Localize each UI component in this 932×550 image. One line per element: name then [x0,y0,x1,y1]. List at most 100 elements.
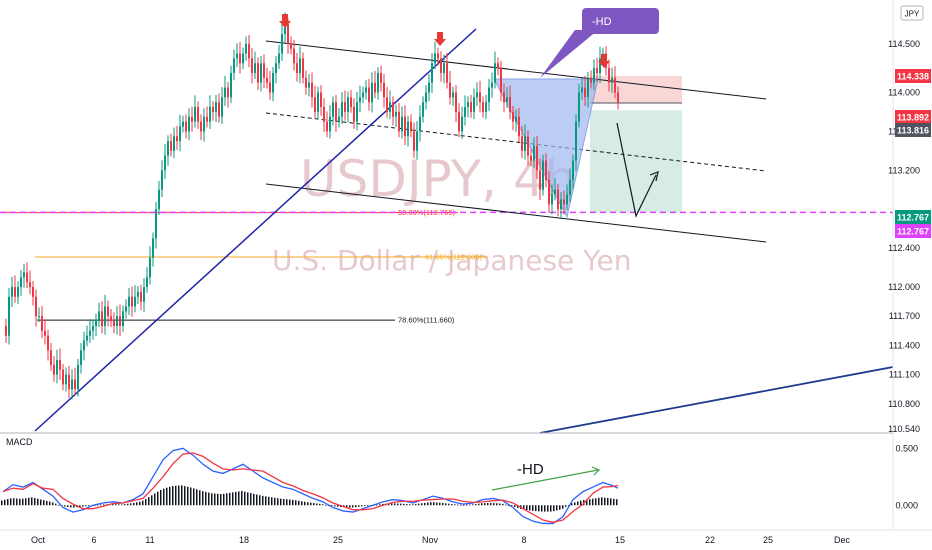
candle[interactable] [116,316,118,326]
candle[interactable] [389,102,391,112]
candle[interactable] [266,77,268,83]
candle[interactable] [470,102,472,112]
candle[interactable] [386,97,388,112]
candle[interactable] [71,379,73,390]
candle[interactable] [395,111,397,117]
candle[interactable] [245,43,247,54]
down-arrow-marker[interactable] [434,32,446,46]
candle[interactable] [524,136,526,151]
long-term-trendline[interactable] [539,366,894,434]
candle[interactable] [74,379,76,390]
candle[interactable] [476,92,478,98]
candle[interactable] [284,24,286,35]
candle[interactable] [494,63,496,83]
candle[interactable] [359,97,361,103]
candle[interactable] [272,72,274,93]
candle[interactable] [176,136,178,142]
price-tag[interactable] [895,110,931,124]
channel-lower-line[interactable] [265,183,767,243]
candle[interactable] [185,121,187,132]
down-arrow-marker[interactable] [598,54,610,68]
candle[interactable] [227,87,229,98]
candle[interactable] [29,282,31,288]
candle[interactable] [101,311,103,326]
macd-scale[interactable]: 0.500 0.000 [895,443,918,510]
candle[interactable] [32,287,34,297]
take-profit-zone[interactable] [590,110,682,213]
candle[interactable] [335,102,337,122]
candle[interactable] [179,126,181,142]
candle[interactable] [368,87,370,103]
candle[interactable] [275,63,277,73]
candle[interactable] [41,316,43,331]
candle[interactable] [191,116,193,122]
candle[interactable] [17,287,19,297]
candle[interactable] [428,82,430,93]
candle[interactable] [260,63,262,83]
candle[interactable] [221,97,223,117]
candle[interactable] [410,121,412,132]
candle[interactable] [86,335,88,341]
candle[interactable] [230,72,232,98]
down-arrow-marker[interactable] [279,14,291,28]
candle[interactable] [239,53,241,64]
candle[interactable] [458,111,460,132]
macd-line[interactable] [2,447,619,525]
candle[interactable] [500,68,502,93]
candle[interactable] [473,97,475,112]
candle[interactable] [23,272,25,278]
candle[interactable] [581,87,583,93]
candle[interactable] [572,160,574,181]
candle[interactable] [365,87,367,93]
candle[interactable] [11,287,13,297]
candle[interactable] [569,180,571,195]
candle[interactable] [35,296,37,317]
candle[interactable] [509,97,511,112]
candle[interactable] [530,155,532,161]
candle[interactable] [344,102,346,112]
candle[interactable] [98,311,100,322]
candle[interactable] [296,63,298,73]
candle[interactable] [107,306,109,317]
ascending-trendline[interactable] [34,28,477,432]
time-scale[interactable]: Oct 6 11 18 25 Nov 8 15 22 25 Dec [31,535,851,545]
candle[interactable] [182,121,184,127]
candle[interactable] [131,296,133,307]
candle[interactable] [392,102,394,117]
candle[interactable] [512,111,514,122]
price-tag[interactable] [895,210,931,224]
candle[interactable] [599,58,601,73]
candle[interactable] [56,360,58,375]
candle[interactable] [278,53,280,64]
candle[interactable] [575,121,577,161]
candle[interactable] [59,360,61,370]
price-pane[interactable]: 50.00%(112.765) 61.80%(112.309) 78.60%(111… [0,8,894,434]
candle[interactable] [320,92,322,108]
candle[interactable] [383,82,385,98]
candle[interactable] [401,116,403,132]
candle[interactable] [155,209,157,239]
candle[interactable] [92,325,94,331]
candle[interactable] [323,107,325,122]
projection-arrow-head[interactable] [649,171,659,182]
candle[interactable] [206,116,208,122]
candle[interactable] [515,116,517,122]
candle[interactable] [26,272,28,283]
currency-badge[interactable] [900,5,924,21]
candle[interactable] [488,87,490,103]
candle[interactable] [536,145,538,171]
candle[interactable] [173,136,175,151]
candle[interactable] [548,180,550,205]
divergence-arrow-head[interactable] [591,466,601,476]
candle[interactable] [614,77,616,93]
candle[interactable] [347,97,349,112]
candle[interactable] [242,53,244,64]
price-scale[interactable]: 114.500114.000113.600113.200112.400112.0… [888,39,931,434]
candle[interactable] [404,116,406,137]
candle[interactable] [371,82,373,103]
candle[interactable] [518,116,520,137]
candle[interactable] [377,72,379,93]
candle[interactable] [449,82,451,98]
candle[interactable] [254,63,256,73]
